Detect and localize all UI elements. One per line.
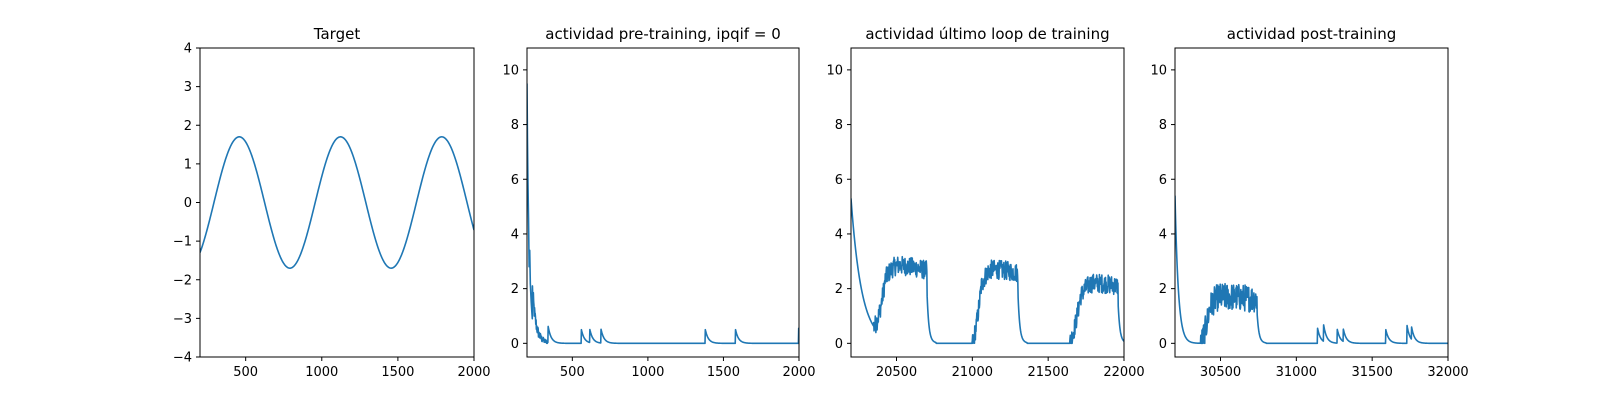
x-tick-label: 20500 xyxy=(876,365,917,380)
y-tick-label: 0 xyxy=(184,196,192,211)
chart-title: actividad post-training xyxy=(1227,25,1396,43)
y-tick-label: 2 xyxy=(184,119,192,134)
x-tick-label: 31000 xyxy=(1276,365,1317,380)
axes-frame xyxy=(1174,47,1449,358)
chart-title: Target xyxy=(313,25,361,43)
y-tick-label: 0 xyxy=(1159,337,1167,352)
chart-panel-2: actividad pre-training, ipqif = 0 500 1000… xyxy=(502,25,815,380)
y-tick-label: 4 xyxy=(835,227,843,242)
series-line xyxy=(1175,195,1448,345)
y-tick-label: 6 xyxy=(835,173,843,188)
chart-panel-1: Target 500 1000 1500 2000 −4 −3 −2 −1 0 1 2 3 4 xyxy=(173,25,491,380)
x-tick-label: 1000 xyxy=(305,365,338,380)
x-tick-label: 2000 xyxy=(782,365,815,380)
y-tick-label: −4 xyxy=(173,351,192,366)
y-tick-label: −2 xyxy=(173,273,192,288)
y-tick-label: 6 xyxy=(511,173,519,188)
y-tick-label: 10 xyxy=(502,63,519,78)
axes-frame xyxy=(850,47,1125,358)
y-tick-label: −1 xyxy=(173,235,192,250)
y-tick-label: 6 xyxy=(1159,173,1167,188)
axes-frame xyxy=(199,47,475,358)
y-tick-label: 0 xyxy=(511,337,519,352)
series-line xyxy=(851,198,1124,345)
x-tick-label: 21000 xyxy=(952,365,993,380)
y-tick-label: 2 xyxy=(1159,282,1167,297)
y-tick-label: 10 xyxy=(826,63,843,78)
y-tick-label: 10 xyxy=(1150,63,1167,78)
y-tick-label: 0 xyxy=(835,337,843,352)
chart-title: actividad pre-training, ipqif = 0 xyxy=(545,25,781,43)
y-tick-label: 4 xyxy=(184,42,192,57)
y-tick-label: 2 xyxy=(835,282,843,297)
chart-panel-4: actividad post-training 30500 31000 31500 32… xyxy=(1150,25,1468,380)
chart-title: actividad último loop de training xyxy=(865,25,1109,43)
x-tick-label: 1500 xyxy=(381,365,414,380)
x-tick-label: 500 xyxy=(560,365,585,380)
y-tick-label: 2 xyxy=(511,282,519,297)
y-tick-label: 4 xyxy=(511,227,519,242)
x-tick-label: 2000 xyxy=(457,365,490,380)
x-tick-label: 21500 xyxy=(1027,365,1068,380)
y-tick-label: 3 xyxy=(184,80,192,95)
series-line xyxy=(527,83,799,345)
y-tick-label: 4 xyxy=(1159,227,1167,242)
axes-frame xyxy=(526,47,800,358)
x-tick-label: 30500 xyxy=(1200,365,1241,380)
x-tick-label: 1500 xyxy=(707,365,740,380)
y-tick-label: 8 xyxy=(1159,118,1167,133)
x-tick-label: 1000 xyxy=(631,365,664,380)
x-tick-label: 22000 xyxy=(1103,365,1144,380)
y-tick-label: −3 xyxy=(173,312,192,327)
x-tick-label: 31500 xyxy=(1351,365,1392,380)
y-tick-label: 8 xyxy=(511,118,519,133)
x-tick-label: 32000 xyxy=(1427,365,1468,380)
series-line xyxy=(200,136,474,269)
x-tick-label: 500 xyxy=(233,365,258,380)
y-tick-label: 8 xyxy=(835,118,843,133)
y-tick-label: 1 xyxy=(184,157,192,172)
